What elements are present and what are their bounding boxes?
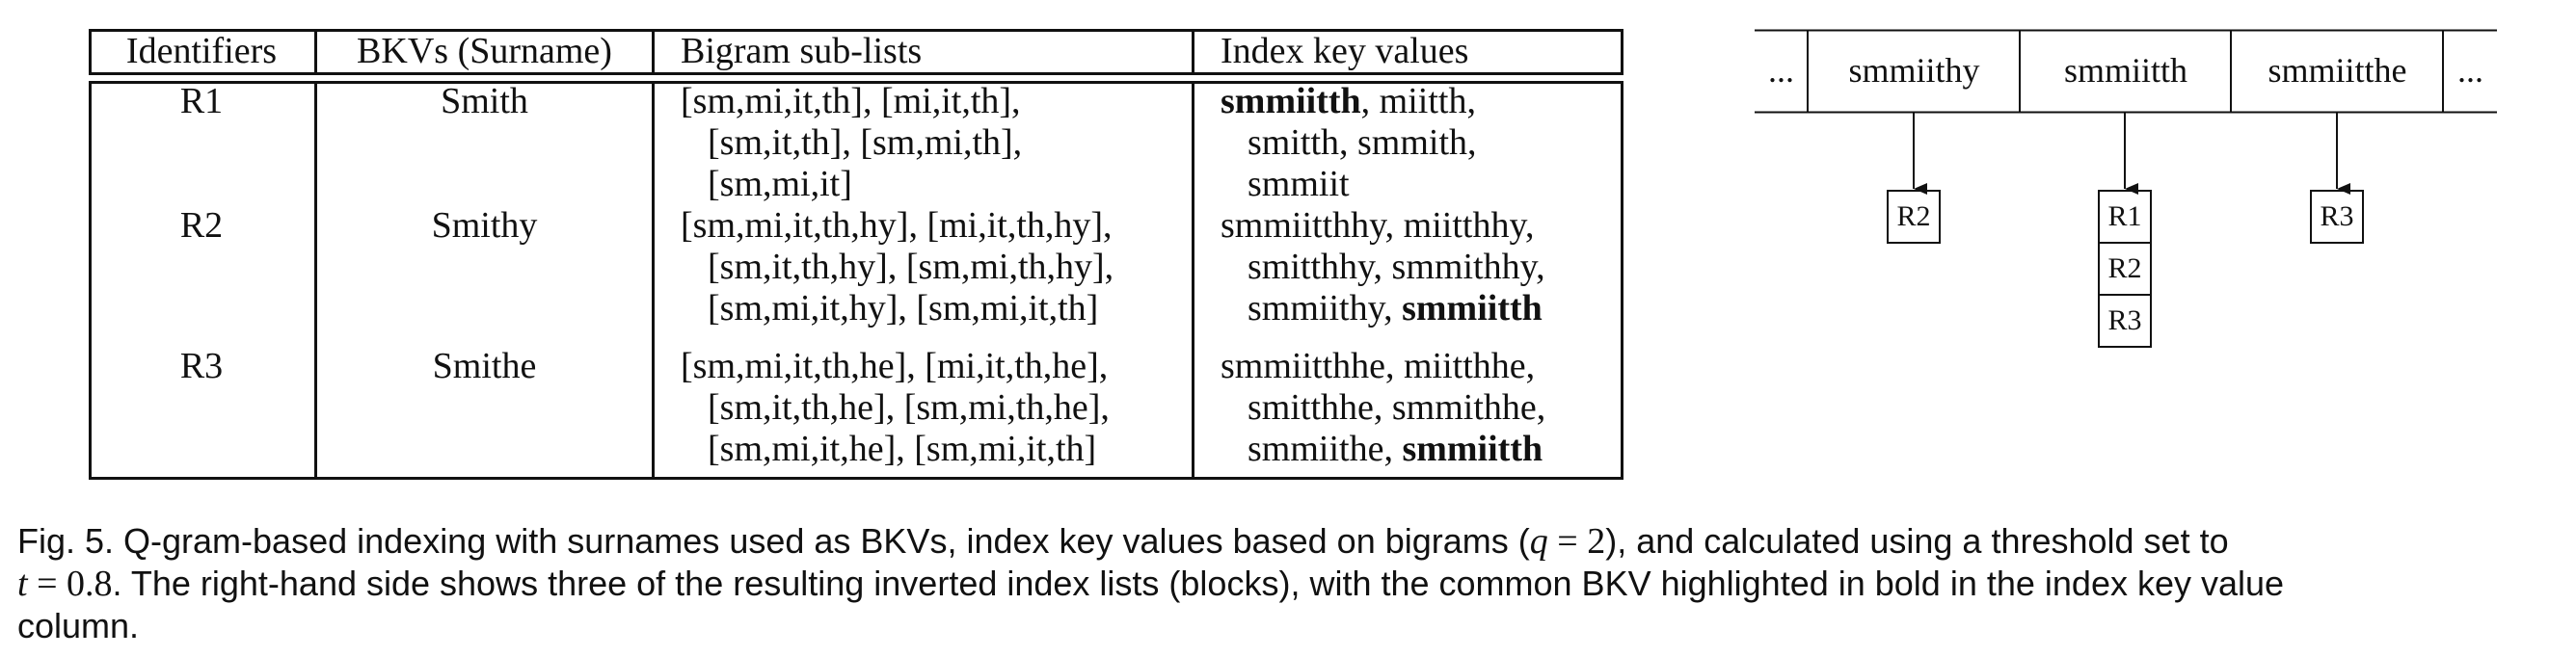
list-box xyxy=(2310,190,2364,244)
caption-line-1: Fig. 5. Q-gram-based indexing with surna… xyxy=(17,521,2229,562)
row-identifier: R1 xyxy=(179,81,224,121)
list-box xyxy=(2098,294,2152,348)
row-bkv: Smithy xyxy=(431,205,538,246)
row-bigram-sublists: [sm,mi,it,th], [mi,it,th], [sm,it,th], [… xyxy=(681,81,1023,204)
column-divider xyxy=(652,81,655,480)
column-divider xyxy=(1192,81,1194,480)
common-bkv-bold: smmiitth xyxy=(1402,288,1543,328)
figure-caption: Fig. 5. Q-gram-based indexing with surna… xyxy=(17,520,2563,647)
inverted-index-diagram: ... smmiithy smmiitth smmiitthe ... R2 R… xyxy=(1755,29,2497,356)
row-bigram-sublists: [sm,mi,it,th,he], [mi,it,th,he], [sm,it,… xyxy=(681,346,1110,469)
index-key: smmiitth xyxy=(2063,51,2188,90)
common-bkv-bold: smmiitth xyxy=(1221,81,1361,121)
row-identifier: R3 xyxy=(179,346,224,386)
list-record-id: R1 xyxy=(2107,200,2142,232)
row-index-key-values: smmiitthhy, miitthhy, smitthhy, smmithhy… xyxy=(1221,205,1545,328)
row-bkv: Smith xyxy=(441,81,528,121)
row-bkv: Smithe xyxy=(432,346,537,386)
header-bigram-sublists: Bigram sub-lists xyxy=(681,31,923,71)
index-diagram-lines xyxy=(1755,29,2497,348)
column-divider xyxy=(1192,29,1194,75)
list-record-id: R2 xyxy=(1896,200,1931,232)
row-bigram-sublists: [sm,mi,it,th,hy], [mi,it,th,hy], [sm,it,… xyxy=(681,205,1114,328)
list-record-id: R3 xyxy=(2107,304,2142,336)
column-divider xyxy=(314,81,317,480)
column-divider xyxy=(652,29,655,75)
row-index-key-values: smmiitthhe, miitthhe, smitthhe, smmithhe… xyxy=(1221,346,1546,469)
list-box xyxy=(1887,190,1941,244)
math-q: q xyxy=(1529,521,1548,562)
math-t: t xyxy=(17,564,28,604)
column-divider xyxy=(314,29,317,75)
table-body-frame xyxy=(89,81,1623,480)
index-ellipsis-left: ... xyxy=(1768,51,1794,90)
row-index-key-values: smmiitth, miitth, smitth, smmith, smmiit xyxy=(1221,81,1477,204)
caption-line-3: column. xyxy=(17,606,140,645)
header-identifiers: Identifiers xyxy=(125,31,278,71)
index-ellipsis-right: ... xyxy=(2457,51,2483,90)
table-header-frame xyxy=(89,29,1623,75)
caption-line-2: t = 0.8. The right-hand side shows three… xyxy=(17,564,2285,604)
common-bkv-bold: smmiitth xyxy=(1402,429,1543,469)
index-key: smmiithy xyxy=(1848,51,1980,90)
list-record-id: R3 xyxy=(2320,200,2354,232)
header-bkvs: BKVs (Surname) xyxy=(357,31,612,71)
row-identifier: R2 xyxy=(179,205,224,246)
index-key: smmiitthe xyxy=(2267,51,2407,90)
header-index-key-values: Index key values xyxy=(1221,31,1469,71)
qgram-table: Identifiers BKVs (Surname) Bigram sub-li… xyxy=(89,29,1623,480)
list-record-id: R2 xyxy=(2107,252,2142,284)
